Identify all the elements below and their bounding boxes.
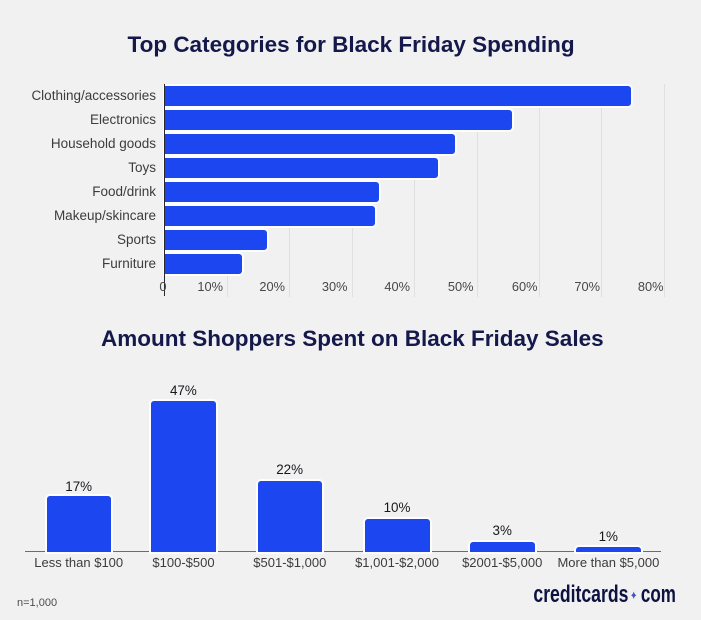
svg-text:creditcards: creditcards xyxy=(533,581,628,608)
svg-text:com: com xyxy=(641,581,676,608)
